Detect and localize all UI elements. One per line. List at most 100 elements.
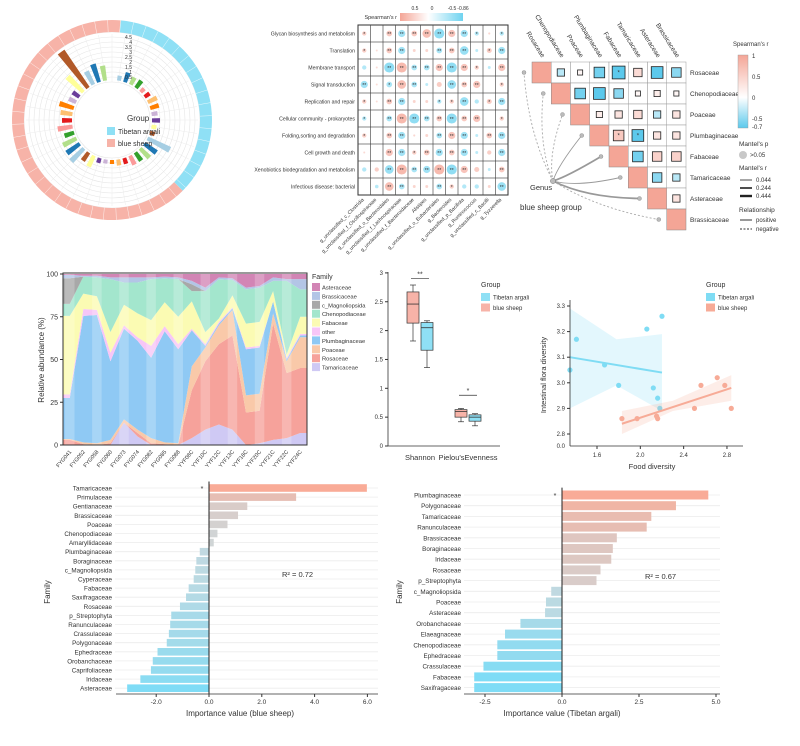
legend-title: Group xyxy=(127,114,150,123)
legend-label: positive xyxy=(756,218,777,224)
correlation-square xyxy=(631,129,645,142)
significance-mark: ** xyxy=(412,32,416,38)
correlation-square xyxy=(653,90,661,98)
correlation-square xyxy=(672,110,681,119)
correlation-dot xyxy=(363,151,366,154)
correlation-dot xyxy=(425,100,429,103)
radial-tick-label: 0.5 xyxy=(125,75,132,81)
x-axis-title: Importance value (Tibetan argali) xyxy=(503,709,620,718)
category-label: Iridaceae xyxy=(435,557,461,564)
ring-divider xyxy=(138,203,143,216)
correlation-dot xyxy=(360,80,368,89)
significance-mark: ** xyxy=(500,66,504,72)
data-point xyxy=(650,385,656,391)
category-label: Chenopodiaceae xyxy=(413,642,461,649)
correlation-dot xyxy=(498,148,506,157)
importance-bar xyxy=(562,511,652,521)
box xyxy=(406,291,420,324)
correlation-dot xyxy=(459,46,469,55)
correlation-dot xyxy=(475,134,479,137)
importance-bar xyxy=(195,566,209,574)
radial-tick-label: 4.5 xyxy=(125,35,132,41)
correlation-dot xyxy=(396,164,407,175)
ring-divider xyxy=(186,66,197,73)
correlation-dot xyxy=(398,131,406,140)
data-point xyxy=(634,416,640,422)
radial-bar xyxy=(69,147,86,164)
correlation-dot xyxy=(396,62,407,73)
importance-bar xyxy=(562,576,597,586)
area-asteraceae xyxy=(63,274,307,288)
significance-mark: ** xyxy=(437,49,441,55)
heatmap-column-label: g_unclassified_o_Bacteroidales xyxy=(337,197,391,251)
box xyxy=(420,322,434,351)
ring-divider xyxy=(38,52,48,61)
correlation-dot xyxy=(475,151,479,154)
category-label: Ranunculaceae xyxy=(417,525,461,532)
importance-bar-blue-sheep: Tamaricaceae * Primulaceae Gentianaceae Bras… xyxy=(43,481,378,718)
correlation-dot xyxy=(413,134,416,137)
category-label: Boraginaceae xyxy=(422,546,461,553)
diagonal-cell xyxy=(570,103,590,126)
row-label: Poaceae xyxy=(690,112,716,119)
area-poaceae xyxy=(63,309,307,445)
colorbar-tick-label: 0.5 xyxy=(412,6,419,12)
correlation-dot xyxy=(487,168,491,171)
importance-bar xyxy=(520,618,562,628)
legend-title: Spearman's r xyxy=(364,15,397,21)
ring-divider xyxy=(176,179,186,188)
correlation-dot xyxy=(386,30,393,37)
correlation-dot xyxy=(362,99,367,104)
significance-mark: * xyxy=(488,49,490,55)
importance-bar xyxy=(474,672,562,682)
significance-mark: ** xyxy=(400,83,404,89)
x-tick-label: 4.0 xyxy=(310,699,319,706)
y-tick-label: 100 xyxy=(46,272,58,279)
radial-tick-label: 4 xyxy=(129,40,132,46)
importance-bar xyxy=(545,608,562,618)
significance-mark: ** xyxy=(400,134,404,140)
mantel-link-end xyxy=(560,112,565,117)
legend-label: blue sheep xyxy=(493,306,523,312)
legend-title: Relationship xyxy=(739,207,775,214)
correlation-dot xyxy=(449,184,454,189)
heatmap-row-label: Replication and repair xyxy=(305,100,356,106)
function-genus-heatmap: Glycan biosynthesis and metabolism * ** ** *… xyxy=(254,6,509,256)
correlation-dot xyxy=(425,134,429,137)
radial-bar xyxy=(58,101,75,110)
mantel-link-end xyxy=(541,91,546,96)
data-point xyxy=(601,362,608,368)
ring-divider xyxy=(44,184,53,194)
correlation-dot xyxy=(474,31,479,36)
correlation-dot xyxy=(375,66,378,69)
significance-mark: ** xyxy=(500,49,504,55)
legend-swatch xyxy=(312,318,320,327)
sample-band xyxy=(200,274,211,445)
significance-mark: * xyxy=(488,100,490,106)
importance-bar xyxy=(150,666,209,674)
legend-label: blue sheep xyxy=(118,141,152,148)
legend-label: negative xyxy=(756,227,779,233)
circular-bar-plot: 0.511.522.533.544.5 Group Tibetan argali bl… xyxy=(11,19,212,221)
category-label: Fabaceae xyxy=(433,674,462,681)
y-tick-label: 0.5 xyxy=(375,415,384,421)
correlation-dot xyxy=(423,115,430,122)
correlation-dot xyxy=(475,49,479,52)
column-label: Rosaceae xyxy=(524,31,546,60)
correlation-square xyxy=(593,66,606,79)
column-label: Fabaceae xyxy=(602,31,623,60)
regression-line xyxy=(569,356,663,374)
correlation-square xyxy=(633,67,643,78)
ring-divider xyxy=(14,98,27,102)
correlation-square xyxy=(650,66,664,79)
correlation-square xyxy=(556,68,565,77)
mantel-link xyxy=(552,177,621,184)
ring-divider xyxy=(141,25,147,38)
radial-bar xyxy=(109,159,115,164)
importance-bar xyxy=(562,490,709,500)
correlation-dot xyxy=(498,97,506,106)
radial-bar xyxy=(146,136,172,153)
correlation-dot xyxy=(446,113,457,124)
ring-divider xyxy=(23,73,35,80)
